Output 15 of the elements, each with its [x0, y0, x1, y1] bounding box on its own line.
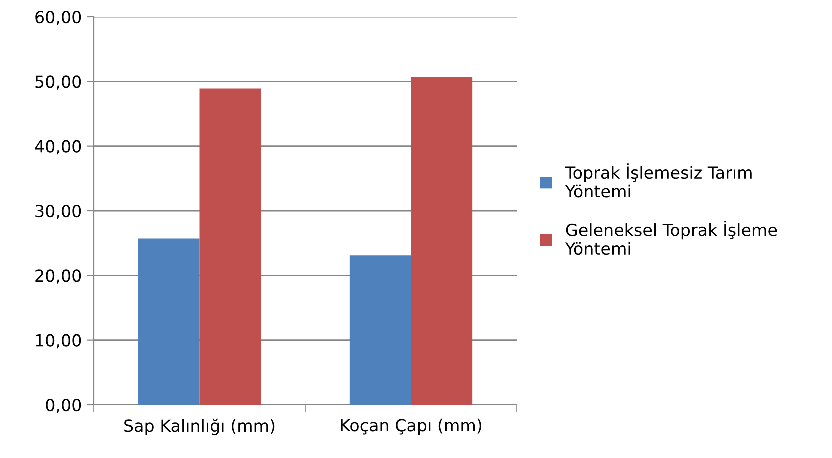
y-tick-label: 20,00 — [36, 270, 82, 284]
legend-label: Geleneksel Toprak İşleme Yöntemi — [565, 221, 778, 256]
bar — [200, 88, 262, 405]
y-tick-label: 10,00 — [36, 334, 82, 349]
legend-label: Toprak İşlemesiz Tarım Yöntemi — [565, 164, 752, 198]
bar — [138, 238, 200, 405]
y-tick-label: 60,00 — [36, 10, 82, 26]
x-tick-label: Sap Kalınlığı (mm) — [124, 418, 275, 436]
y-tick-label: 0,00 — [46, 398, 82, 414]
y-tick-label: 40,00 — [35, 140, 82, 155]
bar — [411, 77, 473, 405]
x-tick-label: Koçan Çapı (mm) — [341, 418, 482, 436]
y-tick-label: 50,00 — [36, 76, 82, 90]
y-tick-label: 30,00 — [36, 204, 82, 220]
bar — [350, 256, 412, 405]
